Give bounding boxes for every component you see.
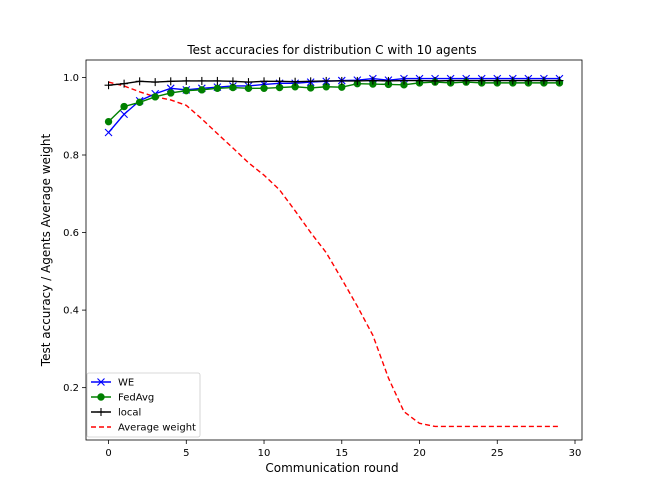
y-axis-label: Test accuracy / Agents Average weight: [39, 134, 53, 368]
point-local: [477, 76, 486, 85]
legend-marker-local: [97, 408, 105, 416]
point-local: [306, 77, 315, 86]
axes-layer: 0 5 10 15 20 25 30 0.2 0.4 0.6 0.8 1.0: [63, 73, 581, 459]
point-local: [555, 76, 564, 85]
point-fedavg: [120, 102, 128, 111]
point-fedavg: [104, 117, 113, 126]
point-local: [493, 76, 502, 85]
x-tick-label: 5: [183, 448, 189, 459]
point-we: [104, 128, 113, 137]
legend-marker-fedavg: [97, 393, 105, 401]
point-local: [462, 76, 471, 85]
point-local: [524, 76, 533, 85]
x-tick-label: 15: [335, 448, 348, 459]
point-local: [197, 76, 206, 85]
series-line-fedavg: [108, 81, 560, 123]
point-fedavg: [213, 84, 222, 93]
point-fedavg: [151, 93, 159, 101]
point-fedavg: [306, 84, 315, 92]
point-local: [135, 77, 144, 86]
point-local: [446, 76, 455, 85]
point-local: [260, 77, 269, 86]
y-tick-label: 0.6: [63, 228, 79, 239]
point-local: [275, 77, 284, 86]
x-tick-label: 30: [569, 448, 582, 459]
point-fedavg: [135, 98, 144, 106]
point-local: [182, 76, 191, 85]
legend-label-fedavg: FedAvg: [118, 393, 154, 404]
point-fedavg: [182, 86, 190, 95]
point-we: [120, 110, 128, 119]
point-local: [213, 76, 222, 85]
point-local: [368, 76, 377, 85]
x-axis-label: Communication round: [265, 461, 398, 475]
point-fedavg: [167, 89, 175, 97]
point-local: [166, 77, 175, 86]
point-local: [508, 76, 517, 85]
legend-label-average-weight: Average weight: [118, 423, 196, 434]
point-local: [228, 77, 237, 86]
point-local: [384, 76, 393, 85]
point-local: [322, 76, 331, 85]
series-layer: [104, 74, 564, 428]
legend-label-we: WE: [118, 378, 134, 389]
point-local: [120, 79, 129, 88]
point-local: [337, 76, 346, 85]
point-fedavg: [198, 86, 206, 94]
plot-frame: [85, 59, 583, 441]
point-fedavg: [260, 84, 268, 93]
x-tick-label: 20: [413, 448, 426, 459]
point-local: [104, 81, 113, 90]
legend-label-local: local: [118, 408, 141, 419]
point-local: [151, 78, 160, 87]
x-tick-label: 10: [258, 448, 271, 459]
series-line-average-weight: [108, 81, 560, 428]
point-local: [431, 76, 440, 85]
series-local: [104, 76, 564, 90]
point-local: [244, 78, 253, 87]
legend-box: [86, 372, 201, 438]
y-tick-label: 1.0: [63, 73, 79, 84]
point-local: [399, 76, 408, 85]
series-average-weight: [108, 81, 560, 428]
point-local: [539, 76, 548, 85]
y-tick-label: 0.4: [63, 306, 79, 317]
legend: WE FedAvg local Average weight: [86, 372, 201, 438]
point-local: [415, 76, 424, 85]
y-tick-label: 0.8: [63, 151, 79, 162]
chart-title: Test accuracies for distribution C with …: [186, 43, 476, 57]
point-local: [353, 76, 362, 85]
x-tick-label: 0: [105, 448, 111, 459]
x-tick-label: 25: [491, 448, 504, 459]
y-tick-label: 0.2: [63, 383, 79, 394]
point-local: [291, 77, 300, 86]
legend-marker-we: [97, 378, 105, 386]
